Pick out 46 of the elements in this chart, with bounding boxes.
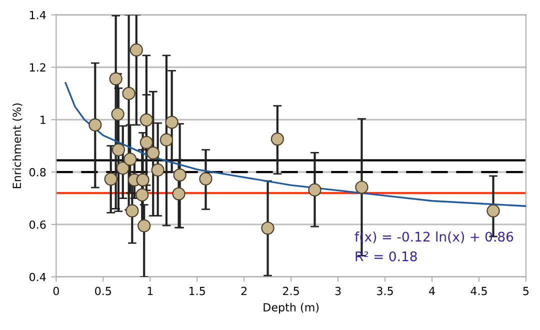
point <box>104 172 118 186</box>
x-tick-label: 3 <box>335 286 341 296</box>
point <box>88 118 102 132</box>
point <box>308 183 322 196</box>
x-tick-label: 4.5 <box>470 286 487 296</box>
x-tick-label: 1 <box>148 286 153 296</box>
point <box>109 72 122 86</box>
point <box>116 162 130 175</box>
x-tick-label: 4 <box>429 286 435 296</box>
x-tick-label: 1.5 <box>189 286 205 296</box>
point <box>122 86 136 100</box>
y-tick-label: 1.2 <box>30 63 46 72</box>
point <box>140 113 154 126</box>
x-tick-label: 5 <box>523 286 529 296</box>
point <box>160 133 174 146</box>
point <box>112 143 126 156</box>
point <box>124 152 137 166</box>
point <box>146 146 160 160</box>
point <box>136 173 150 186</box>
point <box>138 219 151 232</box>
point <box>173 168 186 182</box>
point <box>165 116 178 129</box>
point <box>136 188 149 202</box>
y-tick-label: 1 <box>40 116 46 124</box>
point <box>130 43 143 57</box>
point <box>486 204 500 218</box>
x-tick-label: 3.5 <box>377 286 393 296</box>
x-tick-label: 2.5 <box>283 286 299 296</box>
point <box>270 132 284 146</box>
y-axis-title: Enrichment (%) <box>12 103 22 188</box>
point <box>355 180 368 194</box>
point <box>261 222 274 235</box>
y-tick-label: 1.4 <box>30 10 46 20</box>
x-tick-label: 0 <box>53 286 59 296</box>
x-axis-title: Depth (m) <box>264 302 319 314</box>
point <box>172 187 186 200</box>
point <box>111 108 124 121</box>
y-tick-label: 0.6 <box>30 220 46 229</box>
point <box>140 136 154 150</box>
y-tick-label: 0.8 <box>30 168 46 176</box>
point <box>199 172 212 186</box>
x-tick-label: 2 <box>241 286 246 296</box>
point <box>151 163 164 177</box>
y-tick-label: 0.4 <box>30 272 46 282</box>
x-tick-label: 0.5 <box>95 286 112 296</box>
line-series <box>64 82 526 207</box>
